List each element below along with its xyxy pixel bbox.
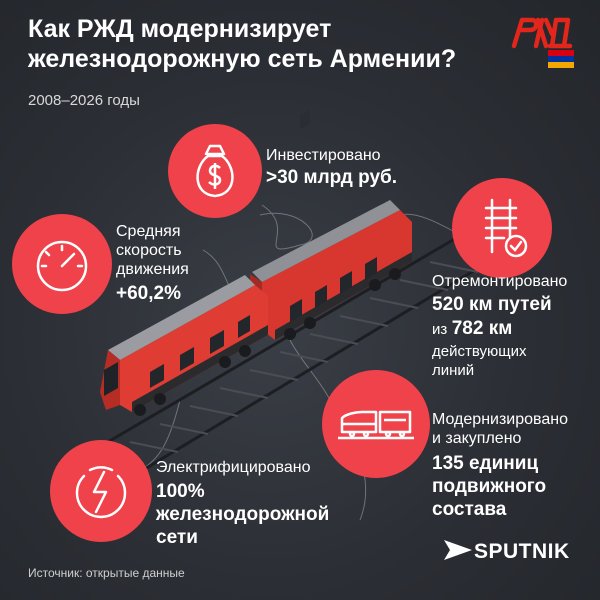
rolling-stock-value: 135 единиц подвижного состава — [432, 453, 547, 520]
rail-track-check-icon — [452, 178, 552, 278]
tracks-label-tail: действующих линий — [432, 343, 527, 379]
train-icon — [322, 370, 430, 478]
rzd-logo — [511, 17, 573, 49]
speed-value: +60,2% — [116, 283, 181, 304]
investment-value: >30 млрд руб. — [266, 167, 398, 188]
lightning-icon — [50, 440, 152, 542]
electrification-value: 100% железнодорожной сети — [156, 481, 330, 548]
page-title: Как РЖД модернизирует железнодорожную се… — [28, 15, 457, 73]
tracks-value-main: 520 км путей — [432, 294, 552, 315]
speedometer-icon — [12, 214, 112, 314]
source-note: Источник: открытые данные — [28, 566, 185, 580]
sputnik-logo-icon — [444, 540, 472, 560]
armenia-flag — [548, 50, 574, 68]
tracks-label: Отремонтировано — [432, 273, 568, 290]
rolling-stock-label: Модернизировано и закуплено — [432, 411, 568, 447]
electrification-label: Электрифицировано — [156, 459, 311, 476]
period-subtitle: 2008–2026 годы — [28, 92, 140, 109]
sputnik-logo-text: SPUTNIK — [474, 540, 570, 563]
money-bag-icon — [168, 124, 262, 218]
tracks-value-sub: из 782 км — [432, 318, 513, 339]
speed-label: Средняя скорость движения — [116, 223, 189, 278]
investment-label: Инвестировано — [266, 147, 381, 164]
